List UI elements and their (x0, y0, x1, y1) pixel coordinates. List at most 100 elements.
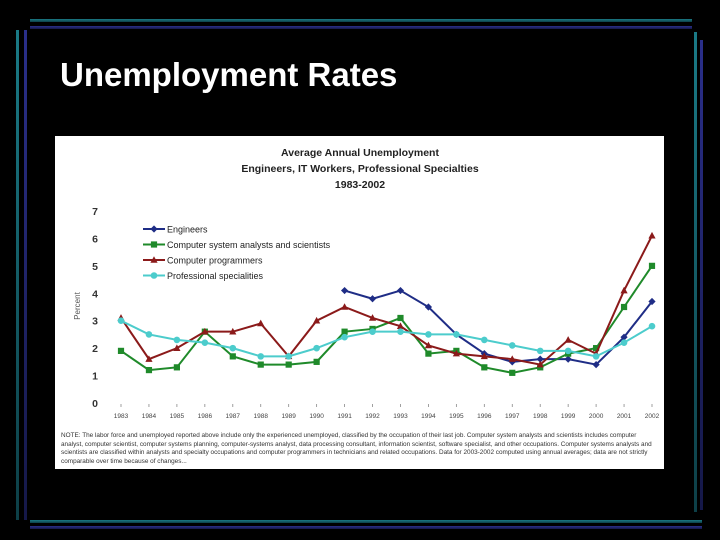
legend-label: Professional specialities (167, 271, 264, 281)
data-point (368, 295, 377, 303)
series-line (120, 319, 653, 358)
data-point (257, 319, 265, 327)
data-point (396, 322, 405, 329)
data-point (481, 364, 488, 371)
data-point (424, 341, 433, 349)
data-point (508, 342, 516, 349)
x-tick-label: 1999 (561, 413, 576, 420)
y-tick-label: 6 (92, 233, 98, 245)
y-tick-label: 0 (92, 398, 98, 410)
series-1 (117, 262, 656, 376)
data-point (620, 286, 628, 294)
data-point (341, 333, 348, 341)
x-tick-label: 2002 (645, 413, 660, 420)
data-point (509, 369, 516, 376)
series-3 (117, 317, 656, 360)
data-point (648, 297, 656, 306)
data-point (313, 344, 320, 352)
data-point (229, 327, 237, 335)
y-axis-label: Percent (73, 291, 82, 319)
data-point (257, 353, 265, 360)
data-point (340, 303, 349, 310)
data-point (145, 355, 153, 362)
data-point (313, 316, 321, 324)
data-point (201, 339, 209, 346)
data-point (229, 353, 236, 360)
data-point (536, 347, 544, 355)
x-tick-label: 1986 (198, 413, 213, 420)
data-point (285, 361, 292, 368)
series-2 (117, 231, 656, 368)
data-point (425, 350, 432, 357)
x-tick-label: 1984 (142, 413, 157, 420)
x-tick-label: 1990 (309, 413, 324, 420)
data-point (145, 366, 153, 374)
legend-marker (150, 272, 158, 279)
data-point (536, 355, 544, 363)
x-tick-label: 1987 (226, 413, 241, 420)
data-point (117, 347, 125, 354)
data-point (648, 262, 656, 269)
series-line (120, 265, 653, 374)
data-point (425, 331, 432, 338)
x-tick-label: 1988 (254, 413, 269, 420)
data-point (173, 336, 181, 344)
data-point (480, 352, 488, 360)
chart: Average Annual Unemployment Engineers, I… (73, 147, 660, 420)
frame-bar-bottom-2 (30, 526, 702, 529)
data-point (564, 347, 572, 355)
legend-label: Computer system analysts and scientists (167, 240, 331, 250)
data-point (620, 339, 628, 346)
data-point (341, 328, 348, 335)
data-point (424, 303, 433, 311)
data-point (313, 358, 320, 365)
data-point (396, 286, 405, 295)
x-tick-label: 1997 (505, 413, 520, 420)
frame-bar-left (16, 30, 19, 520)
data-point (173, 344, 181, 351)
data-point (229, 344, 237, 352)
data-point (648, 322, 656, 330)
x-tick-label: 2000 (589, 413, 604, 420)
x-tick-label: 1995 (449, 413, 464, 420)
data-point (564, 336, 572, 343)
legend-marker (150, 225, 158, 233)
data-point (145, 331, 153, 338)
x-tick-label: 1994 (421, 413, 436, 420)
data-point (368, 314, 377, 321)
data-point (173, 364, 180, 371)
data-point (285, 353, 292, 360)
legend-label: Engineers (167, 225, 208, 235)
legend-label: Computer programmers (167, 256, 263, 266)
frame-bar-top (30, 19, 692, 22)
x-tick-label: 1993 (393, 413, 408, 420)
y-tick-label: 3 (92, 316, 98, 328)
legend-marker (150, 241, 158, 248)
data-point (453, 331, 460, 338)
chart-note: NOTE: The labor force and unemployed rep… (61, 432, 652, 465)
data-point (620, 303, 628, 311)
data-point (481, 336, 488, 344)
chart-subtitle-years: 1983-2002 (335, 179, 385, 191)
y-tick-label: 1 (92, 371, 98, 383)
chart-panel: Average Annual Unemployment Engineers, I… (55, 136, 664, 469)
data-point (117, 317, 125, 325)
data-point (648, 231, 656, 239)
data-point (536, 360, 544, 368)
data-point (592, 353, 600, 360)
frame-bar-bottom (30, 520, 702, 523)
data-point (257, 361, 264, 368)
frame-bar-right-2 (700, 40, 703, 510)
y-tick-label: 2 (92, 343, 98, 355)
x-tick-label: 2001 (617, 413, 632, 420)
x-tick-label: 1992 (365, 413, 380, 420)
x-tick-label: 1998 (533, 413, 548, 420)
data-point (452, 349, 460, 357)
x-tick-label: 1983 (114, 413, 129, 420)
series-line (120, 235, 653, 366)
frame-bar-right (694, 32, 697, 512)
data-point (201, 327, 209, 335)
data-point (369, 328, 376, 335)
data-point (508, 355, 516, 362)
x-tick-label: 1991 (337, 413, 352, 420)
